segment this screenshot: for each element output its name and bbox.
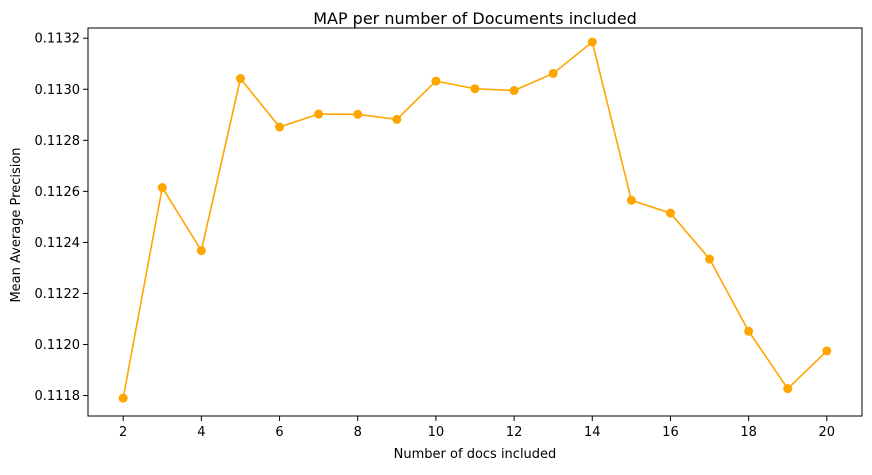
- data-point: [235, 74, 245, 84]
- data-point: [783, 384, 793, 394]
- data-point: [509, 86, 519, 96]
- y-tick-label: 0.1128: [35, 134, 81, 149]
- data-point: [431, 76, 441, 86]
- data-point: [118, 393, 128, 403]
- x-tick-label: 6: [275, 425, 283, 440]
- y-tick-label: 0.1118: [35, 389, 81, 404]
- y-tick-label: 0.1122: [35, 287, 81, 302]
- x-tick-label: 8: [354, 425, 362, 440]
- data-point: [392, 114, 402, 124]
- x-tick-label: 10: [428, 425, 445, 440]
- x-tick-label: 2: [119, 425, 127, 440]
- x-tick-label: 16: [662, 425, 679, 440]
- y-tick-label: 0.1130: [35, 83, 81, 98]
- data-point: [157, 183, 167, 193]
- y-tick-label: 0.1120: [35, 338, 81, 353]
- plot-frame: [87, 27, 863, 417]
- x-tick-label: 12: [506, 425, 523, 440]
- x-tick-label: 18: [740, 425, 757, 440]
- y-tick-label: 0.1126: [35, 185, 81, 200]
- series-line: [122, 40, 828, 399]
- data-point: [314, 109, 324, 119]
- y-tick-label: 0.1132: [35, 32, 81, 47]
- plot-area: 2 4 6 8 10 12 14 16 18 20 0.1118 0.1120 0.1122 0.1124…: [35, 32, 836, 440]
- data-point: [744, 326, 754, 336]
- data-point: [196, 246, 206, 256]
- x-tick-label: 14: [584, 425, 601, 440]
- data-point: [275, 122, 285, 132]
- data-point: [353, 109, 363, 119]
- data-point: [705, 254, 715, 264]
- data-point: [822, 346, 832, 356]
- y-axis-label: Mean Average Precision: [9, 147, 24, 302]
- x-tick-label: 20: [819, 425, 836, 440]
- x-tick-label: 4: [197, 425, 205, 440]
- data-point: [587, 37, 597, 47]
- data-point: [665, 208, 675, 218]
- chart-title: MAP per number of Documents included: [313, 9, 637, 28]
- y-tick-label: 0.1124: [35, 236, 81, 251]
- data-point: [626, 195, 636, 205]
- data-point: [548, 68, 558, 78]
- data-point: [470, 84, 480, 94]
- x-axis-label: Number of docs included: [394, 447, 557, 462]
